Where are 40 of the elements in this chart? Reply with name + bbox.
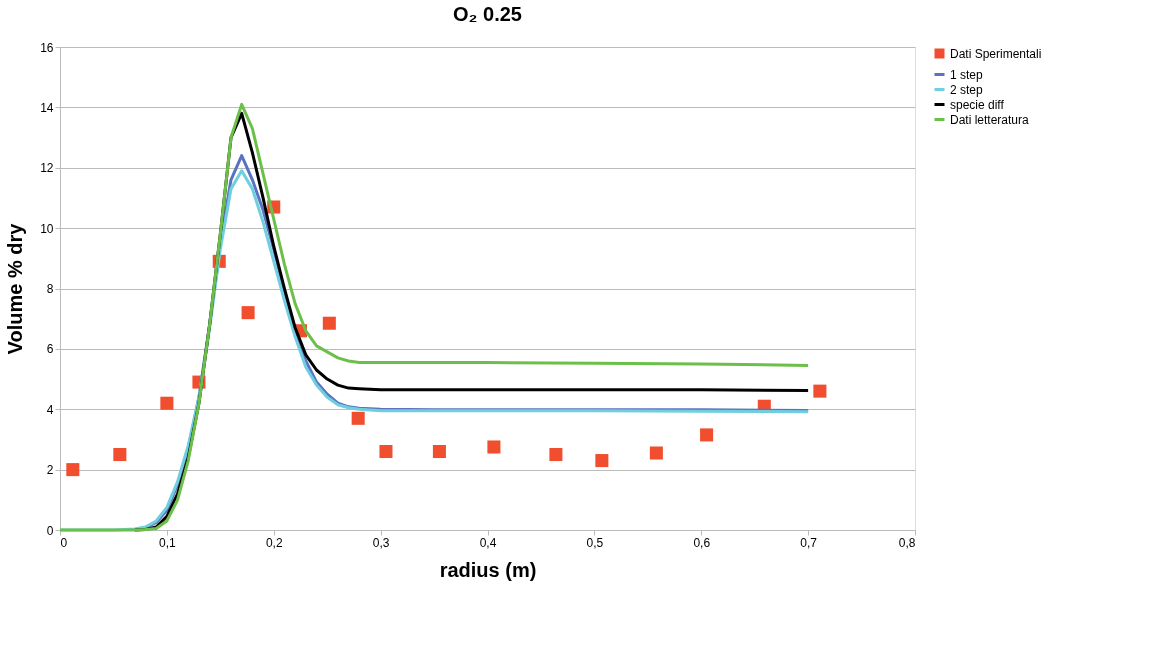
point [379,444,393,459]
legend-label: specie diff [950,97,1005,112]
y-tick-label: 0 [46,523,54,538]
point [432,444,446,459]
point [487,440,501,454]
y-axis-title: Volume % dry [4,222,27,355]
point [322,316,336,330]
y-tick-label: 8 [46,282,54,296]
legend-label: Dati Sperimentali [950,46,1042,61]
point [113,448,127,462]
point [66,463,80,477]
y-tick-label: 14 [40,100,54,115]
point [549,448,563,462]
x-axis-title: radius (m) [439,558,537,581]
chart-title: O₂ 0.25 [453,3,522,25]
x-tick-label: 0,1 [159,535,177,550]
point [595,454,609,468]
x-tick-label: 0,5 [586,535,604,550]
point [351,411,365,425]
point [700,428,714,442]
legend-label: Dati letteratura [950,112,1030,127]
legend-label: 2 step [950,82,984,97]
x-tick-label: 0,7 [800,535,818,550]
point [649,446,663,460]
x-tick-label: 0,8 [898,535,916,550]
x-tick-label: 0 [60,535,68,550]
y-tick-label: 16 [40,40,54,55]
x-tick-label: 0,6 [693,535,711,550]
x-tick-label: 0,3 [372,535,390,550]
y-tick-label: 12 [40,161,54,176]
x-tick-label: 0,2 [265,535,283,550]
point [813,384,827,398]
y-tick-label: 10 [40,221,54,236]
y-tick-label: 4 [46,402,54,417]
y-tick-label: 2 [46,463,54,478]
point [160,396,174,410]
x-tick-label: 0,4 [479,535,497,550]
y-tick-label: 6 [46,342,54,357]
legend-label: 1 step [950,67,984,82]
point [241,306,255,320]
